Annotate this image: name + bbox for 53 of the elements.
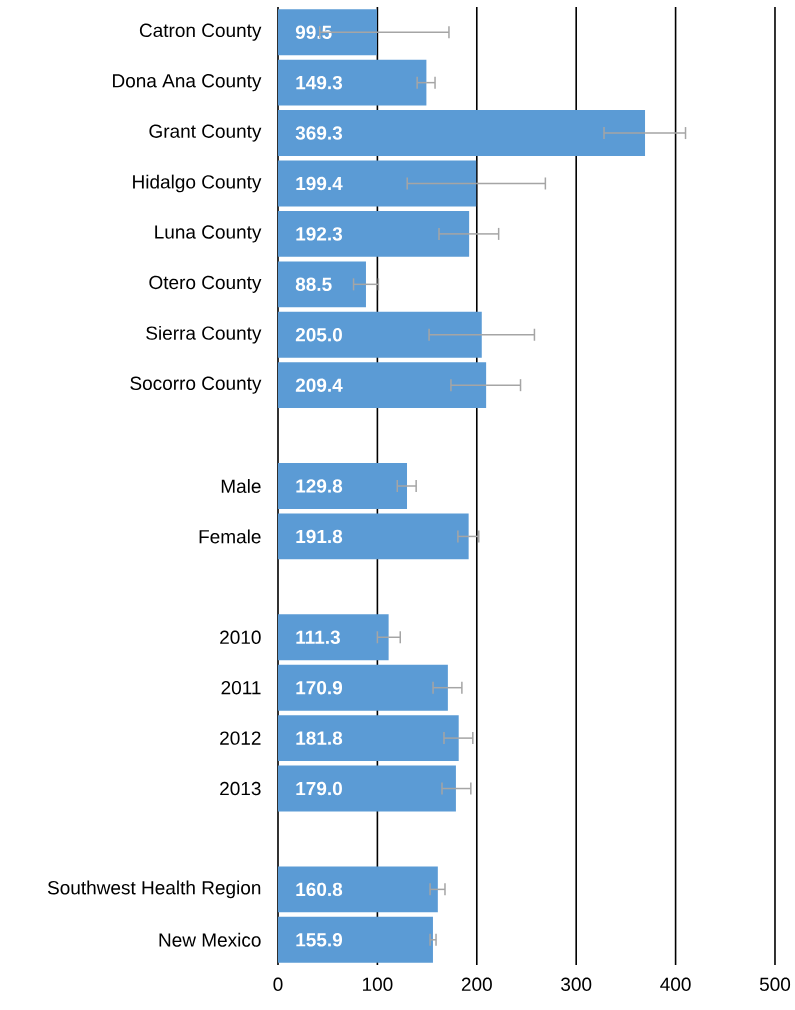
bar (277, 664, 448, 711)
data-label: 111.3 (296, 630, 340, 645)
y-tick-label: Hidalgo County (133, 174, 262, 193)
bar (277, 513, 469, 560)
y-tick-label: Sierra County (146, 325, 262, 344)
y-tick-label: 2011 (221, 680, 261, 695)
data-label: 205.0 (295, 328, 342, 342)
data-label: 179.0 (296, 781, 342, 796)
data-label: 88.5 (295, 277, 332, 292)
bar (277, 463, 408, 509)
data-label: 209.4 (295, 378, 343, 392)
bar (277, 866, 438, 913)
data-label: 181.8 (296, 731, 343, 745)
y-tick-label: 2010 (220, 630, 261, 644)
data-label: 155.9 (296, 933, 343, 947)
x-tick-label: 400 (660, 977, 691, 991)
bar (277, 311, 482, 358)
data-label: 369.3 (295, 126, 343, 140)
data-label: 129.8 (296, 479, 343, 493)
bar (277, 362, 487, 409)
y-tick-label: 2013 (220, 781, 261, 796)
bar (277, 765, 456, 812)
x-tick-label: 0 (273, 977, 283, 991)
y-tick-label: Male (221, 479, 261, 493)
y-tick-label: Dona Ana County (113, 74, 262, 92)
x-tick-label: 300 (561, 977, 592, 991)
data-label: 199.4 (296, 176, 343, 191)
bar (277, 210, 470, 257)
bar (277, 59, 427, 106)
x-tick-label: 500 (759, 977, 791, 991)
data-label: 99.5 (295, 25, 332, 39)
data-label: 170.9 (296, 680, 343, 695)
bar (277, 160, 477, 207)
y-tick-label: 2012 (220, 731, 261, 745)
y-tick-label: Otero County (149, 275, 262, 293)
bar (277, 110, 646, 157)
y-tick-label: Socorro County (130, 376, 262, 394)
bar (277, 715, 459, 762)
bar (277, 614, 389, 661)
data-label: 160.8 (296, 882, 343, 897)
y-tick-label: Female (199, 529, 261, 544)
data-label: 192.3 (296, 227, 343, 241)
y-tick-label: Luna County (155, 225, 262, 243)
y-tick-label: Grant County (149, 124, 262, 142)
y-tick-label: New Mexico (159, 932, 261, 947)
x-tick-label: 200 (461, 977, 492, 991)
bar (277, 916, 433, 963)
data-label: 149.3 (296, 75, 343, 90)
y-tick-label: Southwest Health Region (47, 880, 261, 899)
y-tick-label: Catron County (139, 23, 262, 41)
data-label: 191.8 (296, 529, 343, 544)
bar (277, 261, 366, 308)
x-tick-label: 100 (362, 977, 393, 991)
